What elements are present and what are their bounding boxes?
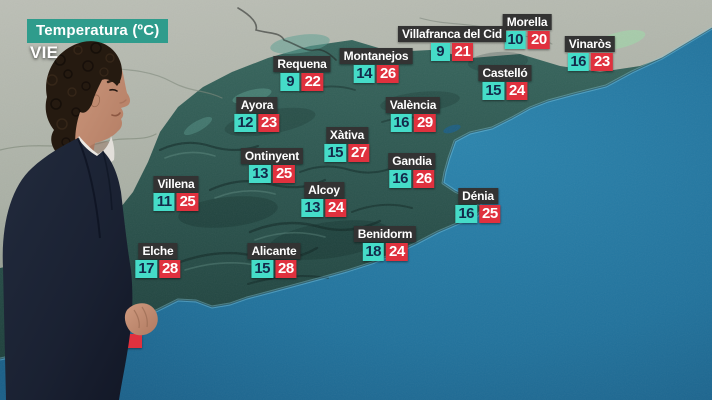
city-label: València 16 29: [385, 96, 441, 132]
city-name: Gandia: [388, 153, 436, 169]
min-temp: 11: [153, 193, 175, 211]
max-temp: 25: [272, 165, 295, 183]
city-label: Villafranca del Cid 9 21: [397, 25, 507, 61]
city-label: Ontinyent 13 25: [240, 147, 304, 183]
min-temp: 15: [251, 260, 273, 278]
min-temp: 16: [389, 170, 411, 188]
temperature-title: Temperatura (ºC): [27, 19, 169, 43]
city-label: Castelló 15 24: [478, 64, 532, 100]
max-temp: 27: [348, 144, 370, 162]
min-temp: 9: [430, 43, 450, 61]
presenter-hand: [124, 303, 158, 336]
max-temp: 24: [386, 243, 408, 261]
city-name: Villafranca del Cid: [397, 26, 507, 42]
city-temps: 18 24: [354, 243, 416, 261]
city-name: Elche: [138, 243, 178, 259]
city-name: Dénia: [458, 188, 498, 204]
city-temps: 15 28: [247, 260, 300, 278]
city-temps: 9 21: [398, 43, 506, 61]
city-temps: 17 28: [135, 260, 181, 278]
min-temp: 13: [301, 199, 323, 217]
city-name: Requena: [273, 56, 331, 72]
min-temp: 13: [249, 165, 271, 183]
max-temp: 28: [159, 260, 181, 278]
city-label: Morella 10 20: [502, 13, 552, 49]
max-temp: 26: [376, 65, 399, 83]
lapel-line: [77, 137, 101, 239]
city-name: Morella: [502, 14, 552, 30]
city-label: Montanejos 14 26: [339, 47, 413, 83]
max-temp: 29: [414, 114, 436, 132]
city-label: Alicante 15 28: [247, 242, 301, 278]
city-name: Montanejos: [339, 48, 413, 64]
min-temp: 10: [504, 31, 526, 49]
min-temp: 18: [362, 243, 384, 261]
lapel-line-right: [102, 150, 113, 211]
city-label: Alcoy 13 24: [301, 181, 347, 217]
city-temps: 15 27: [324, 144, 370, 162]
city-label: Xàtiva 15 27: [324, 126, 370, 162]
suit-jacket: [2, 138, 133, 400]
max-temp: 25: [176, 193, 199, 211]
max-temp: 23: [591, 53, 613, 71]
max-temp: 26: [412, 170, 435, 188]
city-label: Villena 11 25: [153, 175, 199, 211]
min-temp: 16: [455, 205, 477, 223]
city-temps: 10 20: [503, 31, 552, 49]
city-name: Ontinyent: [240, 148, 304, 164]
max-temp: 21: [451, 43, 474, 61]
city-temps: 16 23: [565, 53, 615, 71]
city-name: Vinaròs: [564, 36, 616, 52]
min-temp: 12: [234, 114, 256, 132]
city-name: Villena: [153, 176, 199, 192]
city-temps: 13 24: [301, 199, 347, 217]
city-temps: 12 23: [234, 114, 280, 132]
city-name: Castelló: [478, 65, 532, 81]
city-label: Vinaròs 16 23: [564, 35, 616, 71]
city-label: Elche 17 28: [135, 242, 181, 278]
city-label: Benidorm 18 24: [353, 225, 417, 261]
city-temps: 16 25: [455, 205, 501, 223]
min-temp: 14: [353, 65, 375, 83]
city-temps: 13 25: [241, 165, 303, 183]
city-label: Requena 9 22: [273, 55, 331, 91]
max-temp: 20: [528, 31, 550, 49]
city-name: Ayora: [236, 97, 278, 113]
max-temp: 22: [301, 73, 324, 91]
max-temp: 28: [275, 260, 297, 278]
max-temp: 25: [479, 205, 501, 223]
min-temp: 15: [324, 144, 346, 162]
min-temp: 9: [280, 73, 300, 91]
city-label: Ayora 12 23: [234, 96, 280, 132]
city-temps: 15 24: [478, 82, 531, 100]
min-temp: 16: [567, 53, 589, 71]
city-label: Gandia 16 26: [388, 152, 436, 188]
hand-finger-lines: [133, 306, 148, 329]
city-temps: 16 29: [386, 114, 440, 132]
max-temp: 24: [506, 82, 528, 100]
city-temps: 11 25: [153, 193, 199, 211]
presenter: [2, 41, 158, 400]
city-name: Alicante: [247, 243, 301, 259]
city-name: València: [385, 97, 441, 113]
min-temp: 15: [482, 82, 504, 100]
max-temp: 24: [325, 199, 347, 217]
city-name: Alcoy: [304, 182, 344, 198]
city-temps: 14 26: [340, 65, 413, 83]
min-temp: 17: [135, 260, 157, 278]
city-name: Xàtiva: [325, 127, 369, 143]
city-temps: 9 22: [273, 73, 330, 91]
city-name: Benidorm: [353, 226, 417, 242]
day-label: VIE: [30, 43, 59, 62]
city-label: Dénia 16 25: [455, 187, 501, 223]
min-temp: 16: [390, 114, 412, 132]
city-temps: 16 26: [388, 170, 435, 188]
max-temp: 23: [258, 114, 280, 132]
